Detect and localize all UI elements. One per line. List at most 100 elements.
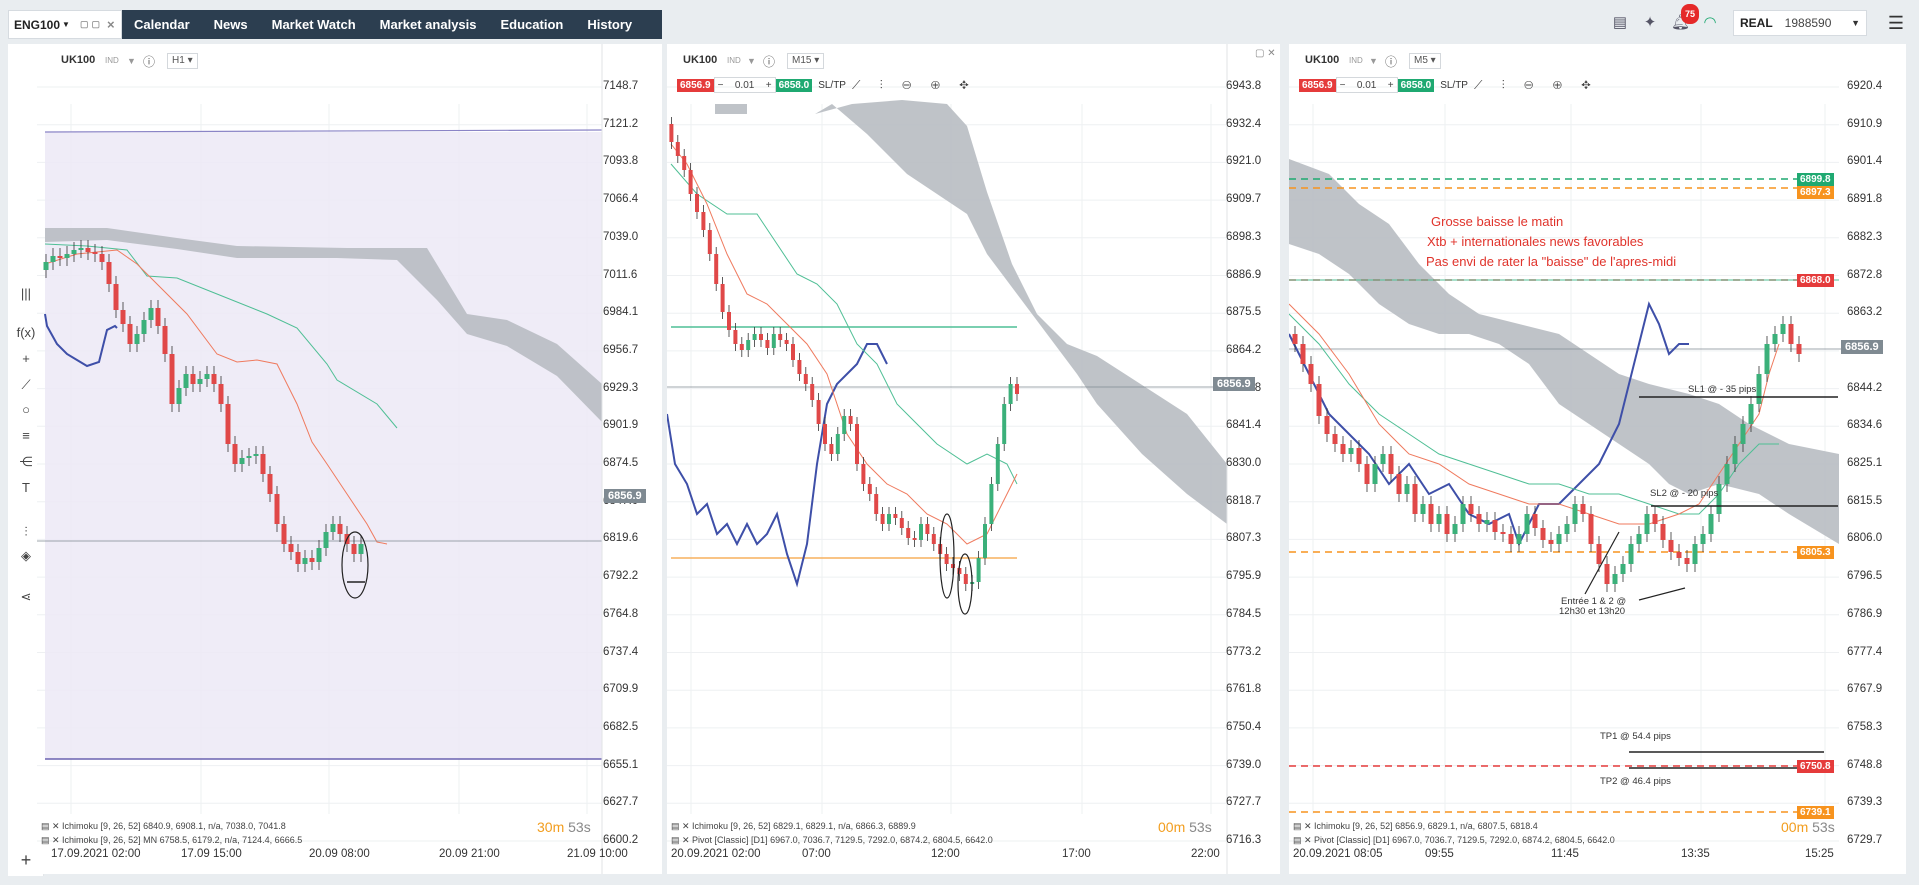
minus-icon: − [717,79,724,91]
chart-tool-icons[interactable]: ⟋ ⫶ ⊖ ⊕ ✥ [851,77,977,92]
chart-panel-m15[interactable]: ▢ ✕ UK100 IND ▼ ⓘ M15 ▾ 6856.9 −0.01 + 68… [667,44,1280,874]
fib-icon[interactable]: ≡ [22,428,30,443]
sltp-button[interactable]: SL/TP [818,79,846,91]
candle-body [281,524,287,544]
entry-label-2: 12h30 et 13h20 [1559,606,1626,617]
indicator-legend-2[interactable]: ▤ ✕ Pivot [Classic] [D1] 6967.0, 7036.7,… [1293,835,1615,845]
pivot-r2b-tag: 6897.3 [1797,186,1834,199]
candle-body [976,558,981,582]
buy-price-button[interactable]: 6858.0 [1397,78,1435,92]
nav-market-watch[interactable]: Market Watch [271,17,356,32]
candle-body [85,248,91,252]
candle-body [1412,484,1418,514]
circle-icon[interactable]: ○ [22,402,30,417]
symbol-label[interactable]: UK100 [1305,54,1340,66]
indicator-legend-1[interactable]: ▤ ✕ Ichimoku [9, 26, 52] 6840.9, 6908.1,… [41,821,286,831]
chart-tool-icons[interactable]: ⟋ ⫶ ⊖ ⊕ ✥ [1473,77,1599,92]
window-controls-icon[interactable]: ▢▢ [79,19,103,29]
sl2-label: SL2 @ - 20 pips [1650,488,1719,499]
buy-price-button[interactable]: 6858.0 [775,78,813,92]
price-axis-label: 6729.7 [1847,834,1883,846]
time-axis-label: 20.09 08:00 [309,848,370,860]
time-axis-label: 15:25 [1805,848,1834,860]
candle-body [733,330,738,344]
candle-body [267,474,273,494]
hamburger-menu-icon[interactable]: ☰ [1887,12,1905,33]
candle-body [1300,344,1306,364]
candle-body [842,416,847,434]
layers-icon[interactable]: ◈ [21,548,31,563]
candle-body [190,374,196,384]
plus-icon[interactable]: + [20,850,32,870]
close-icon[interactable]: × [106,17,115,32]
candle-timer: 00m 53s [1158,819,1212,835]
account-selector[interactable]: REAL 1988590 ▼ [1733,10,1867,36]
price-axis-label: 6909.7 [1226,193,1262,206]
chevron-down-icon[interactable]: ▼ [1369,56,1378,66]
indicator-legend-1[interactable]: ▤ ✕ Ichimoku [9, 26, 52] 6829.1, 6829.1,… [671,821,916,831]
info-icon[interactable]: ⓘ [763,55,776,69]
chevron-down-icon[interactable]: ▼ [127,56,136,66]
candle-body [1692,544,1698,564]
info-icon[interactable]: ⓘ [143,55,156,69]
share-icon[interactable]: ⋖ [20,589,32,604]
pitchfork-icon[interactable]: ⋲ [19,454,33,469]
nav-market-analysis[interactable]: Market analysis [379,17,477,32]
price-axis-label: 7011.6 [603,268,638,281]
info-icon[interactable]: ⓘ [1385,55,1398,69]
symbol-label[interactable]: UK100 [683,54,718,66]
price-axis-label: 6727.7 [1226,796,1262,809]
timeframe-selector[interactable]: M15 ▾ [787,53,825,69]
volume-stepper[interactable]: −0.01 + [1335,77,1398,93]
candle-body [912,538,917,540]
settings-icon[interactable]: ⫶ [24,524,28,539]
sltp-button[interactable]: SL/TP [1440,79,1468,91]
chart-panel-m5[interactable]: UK100 IND ▼ ⓘ M5 ▾ 6856.9 −0.01 + 6858.0 … [1289,44,1906,874]
annotation-line-2: Xtb + internationales news favorables [1427,234,1644,249]
nav-history[interactable]: History [587,17,633,32]
window-controls-icon[interactable]: ▢ ✕ [1255,48,1276,59]
trendline-icon[interactable]: ⟋ [21,377,31,392]
kijun-line [670,163,1018,485]
price-axis-label: 6792.2 [603,570,639,583]
price-axis-label: 6739.0 [1226,758,1262,771]
price-axis-label: 6600.2 [603,834,639,846]
symbol-label[interactable]: UK100 [61,54,96,66]
volume-stepper[interactable]: −0.01 + [713,77,776,93]
nav-calendar[interactable]: Calendar [134,17,190,32]
timeframe-selector[interactable]: M5 ▾ [1409,53,1441,69]
sell-price-button[interactable]: 6856.9 [677,78,714,92]
chart-canvas-h1[interactable] [37,44,662,874]
signal-tools-icon[interactable]: ✦ [1643,14,1657,31]
price-axis-label: 6627.7 [603,796,639,809]
chart-canvas-m15[interactable] [667,44,1280,874]
chevron-down-icon[interactable]: ▼ [62,20,70,29]
layout-icon[interactable]: ▤ [1612,14,1628,31]
chevron-down-icon[interactable]: ▼ [747,56,756,66]
timeframe-selector[interactable]: H1 ▾ [167,53,198,69]
nav-education[interactable]: Education [500,17,564,32]
nav-news[interactable]: News [213,17,248,32]
bell-icon[interactable]: 🔔︎ 75 [1671,4,1700,32]
candle-body [816,400,821,424]
chart-canvas-m5[interactable] [1289,44,1906,874]
workspace-tab[interactable]: ENG100 ▼ ▢▢ × [8,10,122,39]
indicator-legend-2[interactable]: ▤ ✕ Ichimoku [9, 26, 52] MN 6758.5, 6179… [41,835,303,845]
price-axis-label: 6984.1 [603,306,639,319]
candle-body [1540,528,1546,540]
price-axis-label: 6807.3 [1226,532,1262,545]
volume-value[interactable]: 0.01 [1356,79,1377,91]
kijun-line [44,243,398,429]
sell-price-button[interactable]: 6856.9 [1299,78,1336,92]
chart-panel-h1[interactable]: UK100 IND ▼ ⓘ H1 ▾ 7148.7 7121.2 7093.8 706… [37,44,662,874]
text-icon[interactable]: T [22,480,30,495]
crosshair-icon[interactable]: + [22,351,30,366]
indicator-legend-1[interactable]: ▤ ✕ Ichimoku [9, 26, 52] 6856.9, 6829.1,… [1293,821,1538,831]
candle-body [155,308,161,326]
indicator-legend-2[interactable]: ▤ ✕ Pivot [Classic] [D1] 6967.0, 7036.7,… [671,835,993,845]
function-icon[interactable]: f(x) [16,325,36,340]
columns-icon[interactable]: ||| [20,286,32,301]
candle-body [1756,374,1762,404]
candle-body [1372,464,1378,484]
volume-value[interactable]: 0.01 [734,79,755,91]
